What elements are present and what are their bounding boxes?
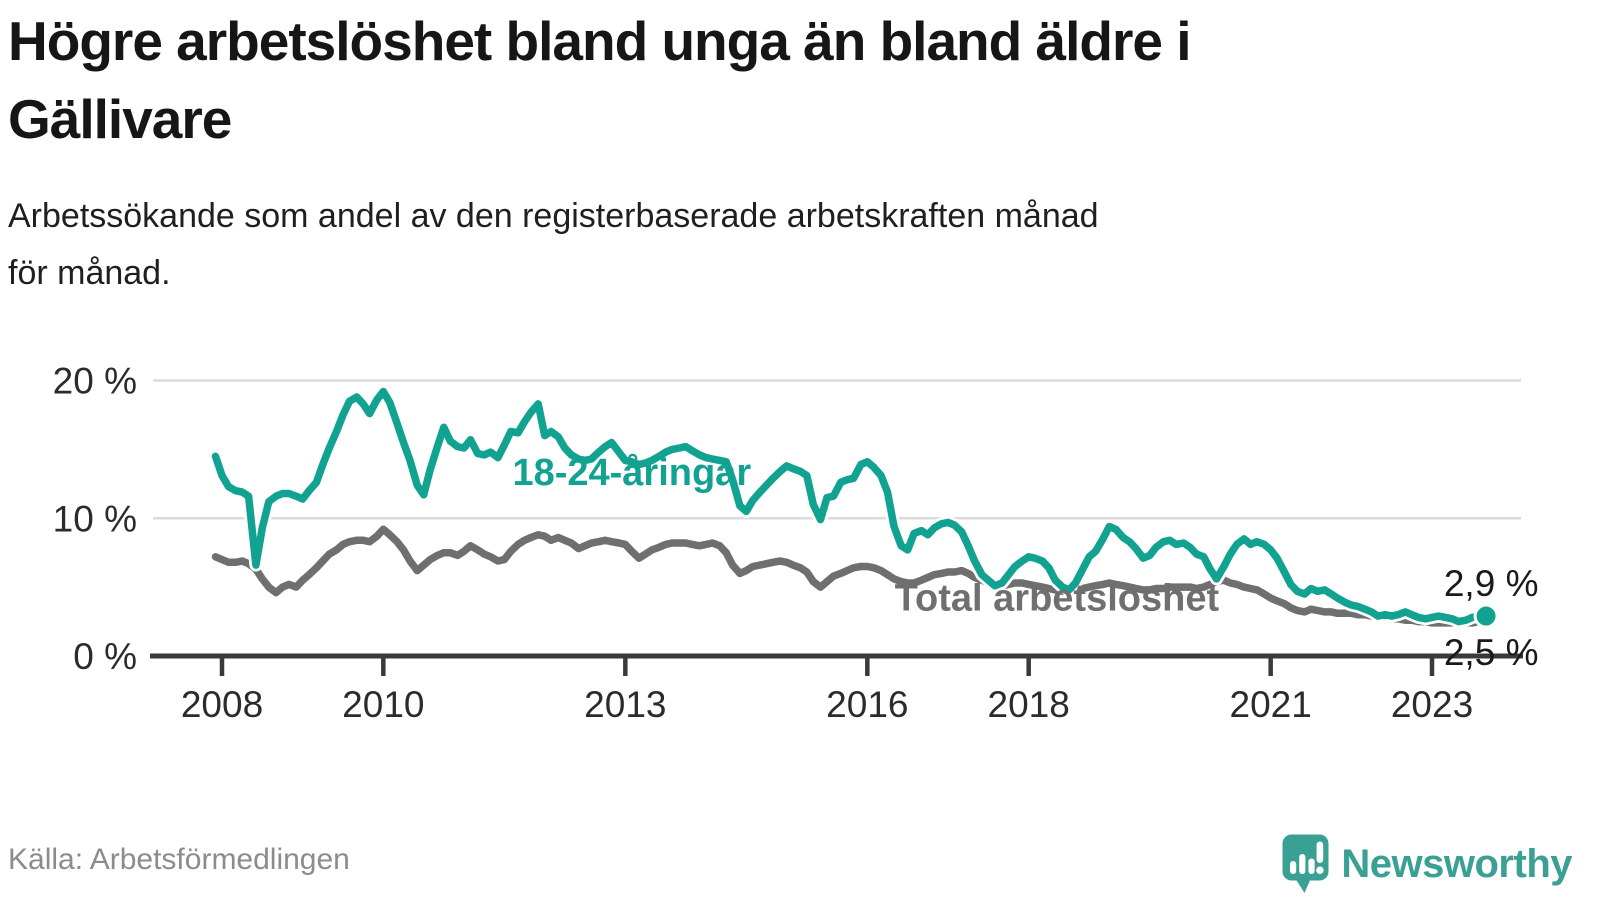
series-label-young: 18-24-åringar [512, 452, 751, 494]
series-end-dot-young [1473, 603, 1499, 629]
page-title: Högre arbetslöshet bland unga än bland ä… [8, 2, 1592, 158]
page-subtitle-line1: Arbetssökande som andel av den registerb… [8, 197, 1099, 235]
x-tick-label-2013: 2013 [584, 684, 666, 725]
page-title-line2: Gällivare [8, 88, 232, 150]
x-tick-label-2021: 2021 [1230, 684, 1312, 725]
x-tick-label-2016: 2016 [826, 684, 908, 725]
y-tick-label-0: 0 % [73, 636, 137, 677]
page-subtitle: Arbetssökande som andel av den registerb… [8, 188, 1592, 302]
y-tick-label-10: 10 % [53, 498, 137, 539]
page-title-line1: Högre arbetslöshet bland unga än bland ä… [8, 10, 1192, 72]
series-label-total: Total arbetslöshet [895, 577, 1220, 619]
x-tick-label-2023: 2023 [1391, 684, 1473, 725]
series-line-total [211, 525, 1490, 627]
end-value-total: 2,5 % [1444, 632, 1539, 673]
source-note: Källa: Arbetsförmedlingen [8, 843, 350, 876]
x-tick-label-2008: 2008 [181, 684, 263, 725]
x-tick-label-2018: 2018 [988, 684, 1070, 725]
newsworthy-logo-text: Newsworthy [1341, 841, 1572, 886]
x-tick-label-2010: 2010 [342, 684, 424, 725]
end-value-young: 2,9 % [1444, 563, 1539, 604]
y-tick-label-20: 20 % [53, 361, 137, 402]
newsworthy-logo: Newsworthy [1282, 833, 1572, 895]
page-subtitle-line2: för månad. [8, 254, 171, 292]
speech-bubble-chart-icon [1282, 834, 1329, 893]
newsworthy-logo-icon [1282, 834, 1329, 894]
series-line-young [211, 387, 1490, 626]
